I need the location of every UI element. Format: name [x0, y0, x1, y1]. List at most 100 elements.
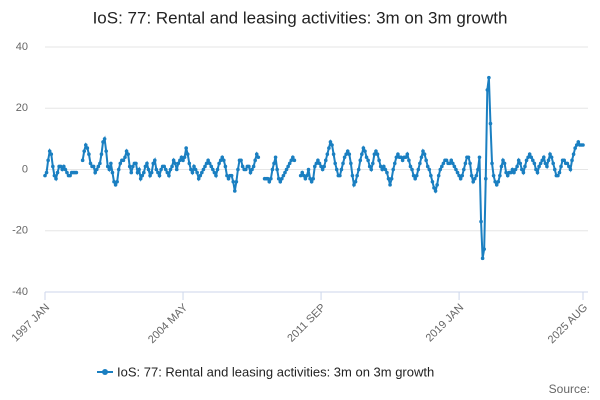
point [173, 161, 177, 166]
point [381, 164, 386, 169]
point [551, 161, 555, 166]
point [472, 176, 477, 181]
point [338, 173, 342, 178]
point [93, 170, 97, 175]
point [570, 158, 574, 163]
point [201, 167, 206, 172]
point [184, 146, 188, 150]
point [116, 167, 121, 172]
point [347, 152, 352, 156]
point [331, 152, 336, 156]
point [341, 161, 345, 166]
point [83, 143, 88, 147]
point [269, 176, 273, 181]
point [491, 173, 496, 178]
point [278, 179, 283, 184]
point [422, 152, 427, 156]
point [58, 164, 63, 169]
point [523, 164, 527, 169]
point [305, 173, 309, 178]
point [559, 164, 563, 169]
point [211, 167, 215, 172]
point [178, 158, 182, 163]
point [371, 161, 375, 166]
point [505, 173, 510, 178]
point [226, 176, 231, 181]
point [440, 164, 444, 169]
point [468, 161, 472, 166]
point [421, 149, 425, 153]
point [193, 167, 198, 172]
point [490, 161, 494, 166]
point [250, 167, 254, 172]
point [576, 140, 581, 144]
point [209, 164, 214, 169]
point [204, 161, 209, 166]
point [123, 155, 127, 160]
point [385, 170, 389, 175]
point [567, 164, 571, 169]
point [306, 167, 311, 172]
point [330, 143, 334, 147]
point [229, 173, 234, 178]
point [427, 167, 432, 172]
point [394, 155, 399, 160]
point [300, 170, 305, 175]
point [405, 152, 410, 156]
point [311, 176, 316, 181]
x-tick-label: 2019 JAN [424, 302, 467, 345]
point [452, 164, 457, 169]
point [240, 164, 245, 169]
point [545, 164, 549, 169]
point [372, 152, 377, 156]
point [483, 176, 488, 181]
point [110, 170, 115, 175]
y-tick-label: 20 [16, 102, 28, 114]
point [134, 161, 138, 166]
point [350, 173, 355, 178]
point [218, 158, 223, 163]
point [339, 167, 344, 172]
point [143, 164, 148, 169]
point [124, 149, 129, 153]
point [253, 158, 257, 163]
point [127, 164, 132, 169]
point [239, 158, 243, 163]
point [386, 176, 391, 181]
chart-title: IoS: 77: Rental and leasing activities: … [93, 8, 508, 27]
point [248, 170, 253, 175]
point [392, 161, 397, 166]
point [496, 179, 501, 184]
point [363, 149, 367, 153]
point [96, 164, 101, 169]
point [529, 155, 534, 160]
point [433, 189, 438, 193]
point [413, 176, 417, 181]
point [327, 146, 331, 150]
point [548, 152, 552, 156]
point [435, 183, 439, 187]
point [212, 170, 217, 175]
legend-marker [102, 369, 108, 375]
point [333, 161, 337, 166]
point [254, 152, 259, 156]
point [367, 164, 372, 169]
point [488, 121, 493, 126]
point [319, 164, 323, 169]
point [316, 158, 320, 163]
point [60, 167, 65, 172]
point [192, 164, 196, 169]
point [272, 161, 276, 166]
point [540, 158, 545, 163]
point [476, 167, 480, 172]
point [85, 146, 90, 150]
point [55, 170, 60, 175]
point [220, 155, 225, 160]
legend-label: IoS: 77: Rental and leasing activities: … [117, 364, 434, 379]
point [303, 176, 308, 181]
point [91, 164, 96, 169]
point [328, 140, 333, 144]
point [361, 146, 366, 150]
point [222, 158, 226, 163]
